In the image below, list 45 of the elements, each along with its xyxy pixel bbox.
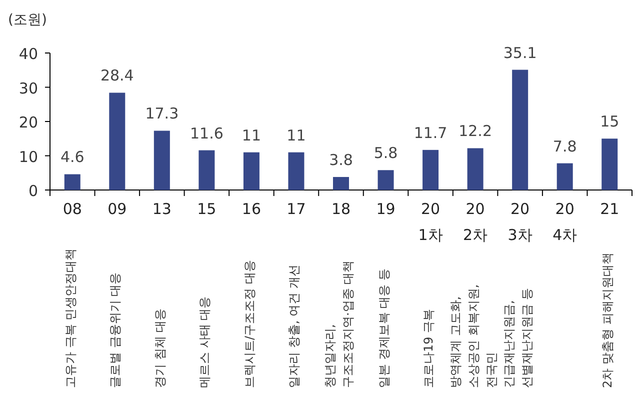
category-label: 21 2차 맞춤형 피해지원대책 — [600, 200, 620, 388]
data-label: 5.8 — [374, 144, 398, 162]
y-tick-label: 10 — [18, 148, 38, 166]
bar — [602, 138, 618, 190]
data-label: 15 — [600, 112, 620, 131]
bar — [288, 152, 304, 190]
bar — [64, 174, 80, 190]
category-label: 20 2차 방역체계 고도화, 소상공인 회복지원, 전국민 — [448, 200, 498, 388]
y-tick-label: 30 — [18, 79, 38, 98]
category-label: 16 브렉시트/구조조정 대응 — [242, 200, 262, 388]
y-axis-title: (조원) — [8, 12, 47, 28]
data-label: 11 — [242, 126, 262, 144]
bar — [333, 176, 349, 190]
bar — [512, 70, 528, 190]
bar — [556, 163, 573, 190]
bar — [198, 150, 215, 190]
category-label: 15 메르스 사태 대응 — [197, 200, 216, 388]
category-label: 13 경기 침체 대응 — [152, 200, 172, 388]
bar — [378, 170, 394, 190]
data-label: 12.2 — [458, 122, 492, 140]
category-label: 17 일자리 창출, 여건 개선 — [286, 200, 306, 388]
data-label: 11 — [286, 126, 306, 144]
data-label: 7.8 — [552, 137, 577, 156]
y-tick-label: 40 — [18, 45, 38, 63]
data-label: 35.1 — [503, 44, 537, 62]
bar — [154, 130, 170, 190]
y-tick-label: 0 — [28, 182, 38, 200]
data-label: 17.3 — [145, 104, 179, 123]
category-label: 20 1차 코로나19 극복 — [418, 200, 443, 388]
category-label: 09 글로벌 금융위기 대응 — [108, 200, 127, 388]
category-label: 08 고유가 극복 민생안정대책 — [62, 200, 82, 388]
category-label: 19 일본 경제보복 대응 등 — [376, 200, 396, 388]
y-tick-label: 20 — [18, 114, 38, 132]
bar — [109, 92, 126, 190]
category-label: 18 청년일자리, 구조조정지역·업종 대책 — [323, 200, 355, 388]
bar — [243, 152, 260, 190]
data-label: 28.4 — [100, 66, 134, 85]
bar — [467, 148, 484, 190]
bar — [422, 150, 439, 190]
data-label: 11.6 — [190, 124, 224, 142]
data-label: 11.7 — [414, 124, 448, 142]
data-label: 4.6 — [60, 148, 84, 166]
category-label: 20 3차 긴급재난지원금, 선별재난지원금 등 — [502, 200, 534, 388]
x-tick-label: 20 4차 — [552, 200, 578, 244]
data-label: 3.8 — [329, 150, 353, 169]
